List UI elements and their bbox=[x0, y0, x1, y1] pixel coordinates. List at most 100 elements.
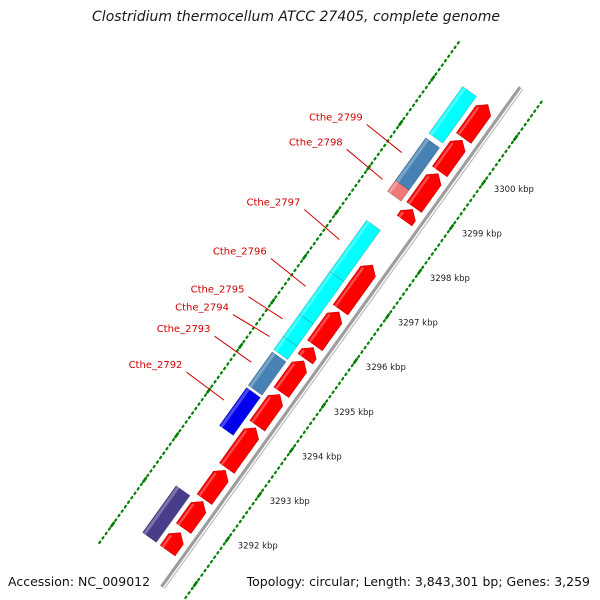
minor-tick-mark bbox=[261, 313, 265, 317]
minor-tick-mark bbox=[318, 408, 322, 412]
minor-tick-mark bbox=[322, 228, 326, 232]
minor-tick-mark bbox=[209, 559, 214, 564]
minor-tick-mark bbox=[440, 238, 444, 243]
minor-tick-mark bbox=[414, 274, 418, 278]
minor-tick-mark bbox=[251, 501, 255, 506]
major-tick-mark bbox=[174, 432, 180, 439]
cds-arrow bbox=[307, 311, 343, 352]
minor-tick-mark bbox=[254, 497, 258, 501]
minor-tick-mark bbox=[152, 464, 156, 469]
minor-tick-mark bbox=[497, 158, 502, 163]
minor-tick-mark bbox=[197, 402, 201, 406]
minor-tick-mark bbox=[363, 170, 368, 174]
minor-tick-mark bbox=[485, 176, 489, 180]
minor-tick-mark bbox=[104, 531, 108, 536]
major-tick-mark bbox=[449, 224, 455, 231]
minor-tick-mark bbox=[421, 90, 425, 94]
minor-tick-mark bbox=[242, 339, 246, 344]
minor-tick-mark bbox=[309, 421, 313, 426]
minor-tick-mark bbox=[120, 509, 124, 513]
minor-tick-mark bbox=[325, 399, 329, 403]
minor-tick-mark bbox=[337, 381, 342, 386]
minor-tick-mark bbox=[213, 555, 217, 559]
minor-tick-mark bbox=[411, 103, 416, 108]
minor-tick-mark bbox=[437, 243, 441, 247]
minor-tick-mark bbox=[341, 201, 345, 206]
minor-tick-mark bbox=[469, 198, 473, 203]
minor-tick-mark bbox=[165, 446, 169, 451]
cds-arrow bbox=[159, 532, 184, 557]
minor-tick-mark bbox=[539, 100, 543, 105]
minor-tick-mark bbox=[293, 268, 297, 273]
major-tick-mark bbox=[352, 357, 359, 364]
minor-tick-mark bbox=[533, 109, 537, 113]
gene-label: Cthe_2795 bbox=[191, 285, 245, 296]
minor-tick-mark bbox=[264, 308, 268, 313]
kbp-tick-label: 3296 kbp bbox=[366, 363, 406, 373]
cds-arrow-highlight bbox=[433, 142, 454, 169]
minor-tick-mark bbox=[529, 113, 534, 118]
map-title: Clostridium thermocellum ATCC 27405, com… bbox=[92, 9, 500, 25]
minor-tick-mark bbox=[408, 107, 412, 112]
minor-tick-mark bbox=[379, 148, 384, 152]
minor-tick-mark bbox=[401, 292, 406, 296]
minor-tick-mark bbox=[187, 591, 191, 595]
minor-tick-mark bbox=[424, 85, 428, 90]
minor-tick-mark bbox=[430, 252, 434, 256]
minor-tick-mark bbox=[357, 354, 361, 359]
gene-bar-highlight bbox=[284, 314, 303, 339]
minor-tick-mark bbox=[440, 63, 444, 67]
minor-tick-mark bbox=[411, 278, 415, 283]
minor-tick-mark bbox=[280, 461, 284, 466]
minor-tick-mark bbox=[114, 518, 118, 522]
minor-tick-mark bbox=[203, 393, 207, 397]
minor-tick-mark bbox=[421, 265, 425, 270]
minor-tick-mark bbox=[354, 183, 358, 188]
kbp-tick-label: 3292 kbp bbox=[238, 542, 278, 552]
minor-tick-mark bbox=[130, 496, 134, 500]
minor-tick-mark bbox=[363, 345, 367, 350]
minor-tick-mark bbox=[232, 528, 236, 533]
minor-tick-mark bbox=[427, 81, 432, 85]
minor-tick-mark bbox=[283, 457, 287, 461]
gene-bar-highlight bbox=[429, 87, 466, 136]
minor-tick-mark bbox=[117, 513, 121, 518]
minor-tick-mark bbox=[187, 415, 191, 420]
minor-tick-mark bbox=[273, 470, 278, 475]
minor-tick-mark bbox=[245, 335, 249, 339]
minor-tick-mark bbox=[465, 203, 470, 207]
minor-tick-mark bbox=[446, 229, 450, 234]
minor-tick-mark bbox=[536, 105, 540, 109]
minor-tick-mark bbox=[238, 519, 242, 524]
minor-tick-mark bbox=[369, 336, 374, 341]
gene-bar bbox=[329, 219, 381, 282]
minor-tick-mark bbox=[107, 527, 111, 531]
cds-arrow bbox=[456, 104, 492, 144]
minor-tick-mark bbox=[382, 319, 386, 323]
minor-tick-mark bbox=[389, 134, 393, 139]
minor-tick-mark bbox=[235, 524, 239, 528]
cds-arrow-highlight bbox=[334, 267, 364, 307]
minor-tick-mark bbox=[162, 451, 166, 455]
kbp-tick-label: 3298 kbp bbox=[430, 274, 470, 284]
minor-tick-mark bbox=[344, 372, 348, 377]
cds-arrow-highlight bbox=[177, 503, 195, 526]
minor-tick-mark bbox=[206, 564, 210, 568]
kbp-tick-label: 3294 kbp bbox=[302, 452, 342, 462]
minor-tick-mark bbox=[456, 41, 460, 45]
minor-tick-mark bbox=[299, 435, 303, 439]
gene-bar bbox=[428, 86, 477, 144]
minor-tick-mark bbox=[462, 207, 466, 212]
minor-tick-mark bbox=[219, 546, 223, 551]
minor-tick-mark bbox=[223, 366, 227, 371]
minor-tick-mark bbox=[373, 332, 377, 336]
cds-arrow-highlight bbox=[220, 429, 248, 466]
minor-tick-mark bbox=[408, 283, 412, 287]
minor-tick-mark bbox=[149, 469, 153, 473]
minor-tick-mark bbox=[315, 237, 320, 241]
minor-tick-mark bbox=[504, 149, 508, 154]
minor-tick-mark bbox=[392, 305, 396, 310]
major-tick-mark bbox=[320, 402, 327, 409]
minor-tick-mark bbox=[98, 540, 102, 545]
major-tick-mark bbox=[430, 75, 436, 82]
